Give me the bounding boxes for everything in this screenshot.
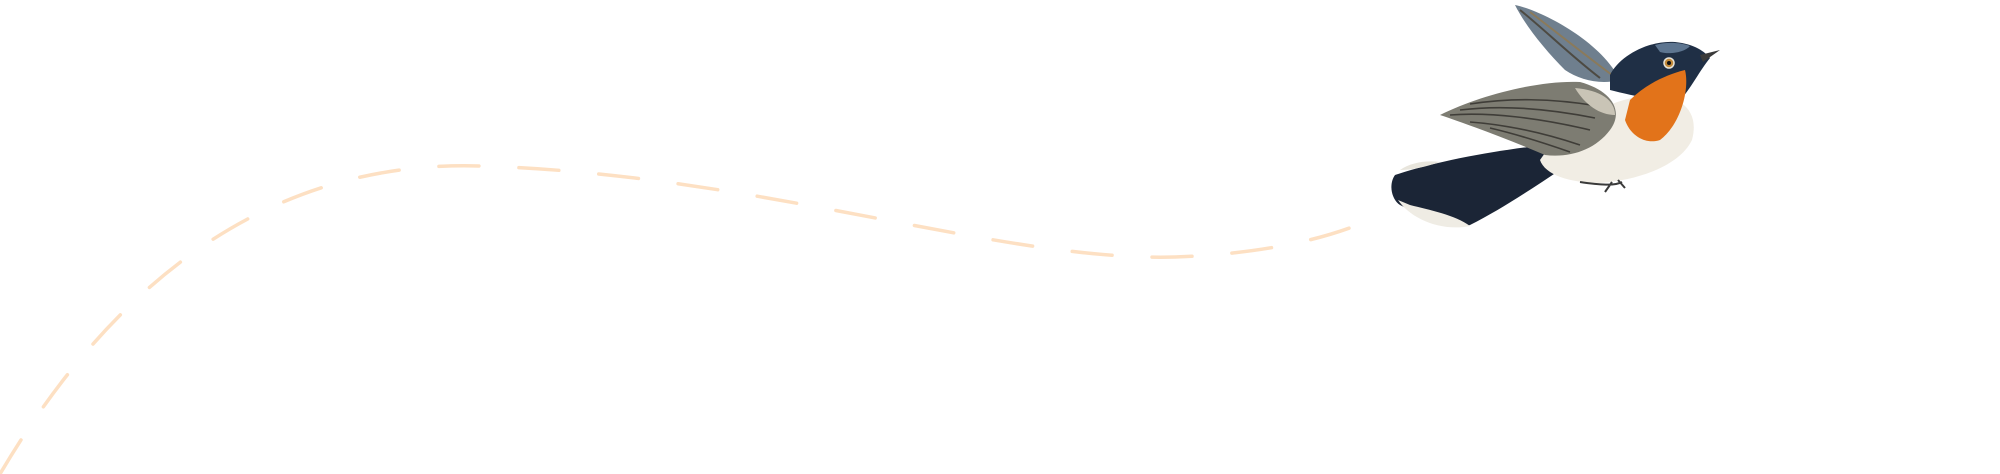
- bird-tail-tips: [1398, 200, 1470, 228]
- bird-tail: [1391, 145, 1560, 226]
- bird-beak: [1700, 50, 1720, 62]
- bird-upper-wing: [1515, 5, 1620, 82]
- bird-icon: [1391, 5, 1720, 228]
- bird-leg: [1579, 179, 1626, 193]
- dashed-flight-path: [0, 164, 1362, 474]
- bird-throat: [1625, 70, 1687, 142]
